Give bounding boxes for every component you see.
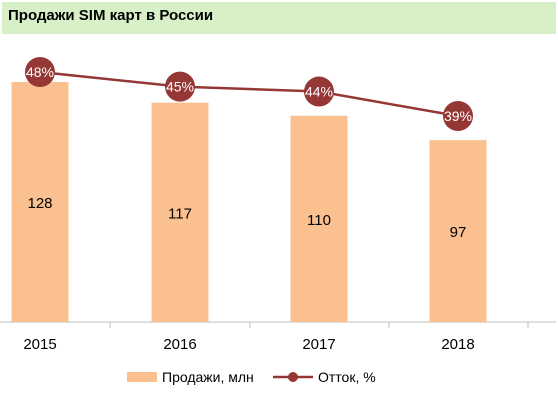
bar-2018 <box>429 140 487 322</box>
line-value-label-2016: 45% <box>166 79 194 95</box>
line-value-label-2018: 39% <box>444 108 472 124</box>
bar-2015 <box>11 82 69 322</box>
x-tick-label-2015: 2015 <box>23 336 56 353</box>
x-tick-label-2017: 2017 <box>302 336 335 353</box>
line-series-churn <box>39 70 459 118</box>
x-tick-label-2018: 2018 <box>441 336 474 353</box>
chart-title: Продажи SIM карт в России <box>8 7 214 24</box>
line-value-label-2017: 44% <box>305 84 333 100</box>
bar-2017 <box>290 115 348 322</box>
x-tick-label-2016: 2016 <box>163 336 196 353</box>
bar-value-label-2015: 128 <box>27 195 52 212</box>
legend-swatch-sales <box>127 372 157 382</box>
line-point-2016 <box>165 71 195 102</box>
line-value-label-2015: 48% <box>26 64 54 80</box>
legend-label-sales: Продажи, млн <box>162 369 254 385</box>
legend-label-churn: Отток, % <box>318 369 376 385</box>
line-point-2018 <box>443 101 473 131</box>
line-point-2015 <box>25 57 55 87</box>
bar-2016 <box>151 102 209 322</box>
bar-value-label-2018: 97 <box>450 224 467 241</box>
line-point-2017 <box>304 76 334 107</box>
bar-value-label-2016: 117 <box>168 205 192 222</box>
bar-value-label-2017: 110 <box>307 212 331 229</box>
chart-title-bar: Продажи SIM карт в России <box>2 2 556 34</box>
legend-marker-churn <box>288 372 298 382</box>
